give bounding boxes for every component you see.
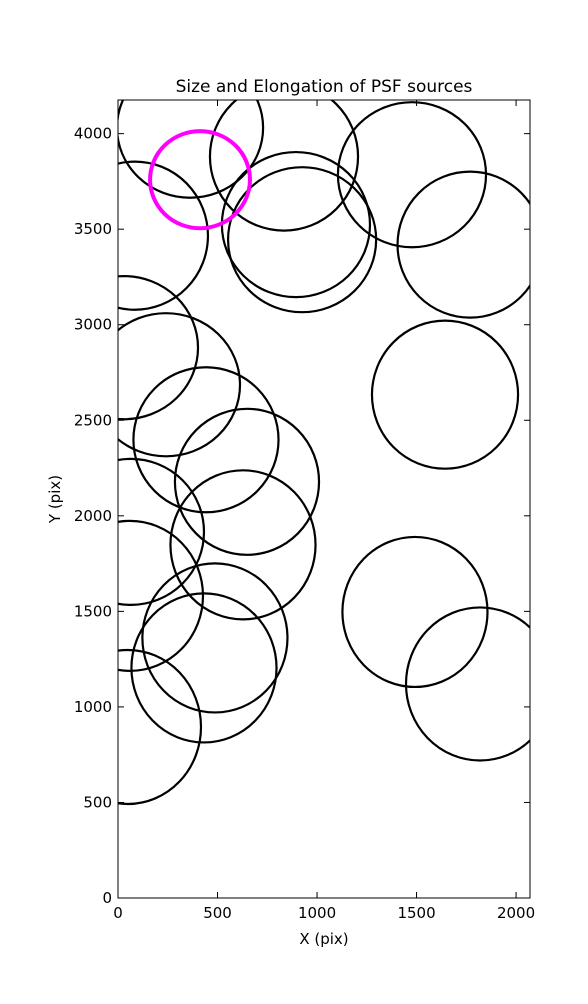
- y-tick-label: 500: [83, 793, 112, 811]
- highlight-ellipse: [148, 129, 252, 231]
- psf-ellipse: [336, 101, 488, 249]
- psf-ellipse: [118, 100, 265, 199]
- psf-ellipse: [141, 562, 289, 714]
- psf-ellipse: [118, 312, 242, 458]
- x-tick-label: 1000: [298, 904, 336, 922]
- psf-ellipse: [370, 319, 520, 470]
- psf-ellipse: [226, 166, 378, 314]
- psf-ellipse: [118, 648, 203, 806]
- psf-ellipse: [404, 606, 530, 762]
- x-tick-label: 1500: [397, 904, 435, 922]
- chart-title: Size and Elongation of PSF sources: [176, 77, 473, 97]
- y-axis-label: Y (pix): [46, 475, 64, 524]
- y-tick-label: 1500: [74, 602, 112, 620]
- psf-ellipse: [220, 150, 372, 299]
- y-tick-label: 2000: [74, 507, 112, 525]
- y-tick-label: 3000: [74, 316, 112, 334]
- psf-ellipse: [173, 407, 321, 556]
- x-tick-label: 2000: [497, 904, 535, 922]
- psf-ellipse: [118, 160, 210, 311]
- x-tick-label: 0: [113, 904, 123, 922]
- psf-ellipse: [132, 366, 280, 514]
- x-tick-label: 500: [203, 904, 232, 922]
- y-tick-label: 0: [102, 889, 112, 907]
- axes-frame: [117, 99, 531, 899]
- psf-ellipse: [396, 170, 530, 319]
- psf-ellipse: [341, 535, 489, 689]
- plot-area: [118, 100, 530, 806]
- y-tick-label: 3500: [74, 220, 112, 238]
- x-axis-label: X (pix): [299, 930, 348, 948]
- y-tick-label: 4000: [74, 125, 112, 143]
- psf-ellipse: [118, 519, 205, 672]
- y-tick-label: 1000: [74, 698, 112, 716]
- psf-ellipse: [118, 457, 206, 606]
- psf-ellipse: [118, 275, 200, 421]
- psf-ellipse: [130, 592, 278, 744]
- y-tick-label: 2500: [74, 411, 112, 429]
- psf-ellipse: [169, 469, 317, 621]
- psf-ellipse: [208, 100, 360, 232]
